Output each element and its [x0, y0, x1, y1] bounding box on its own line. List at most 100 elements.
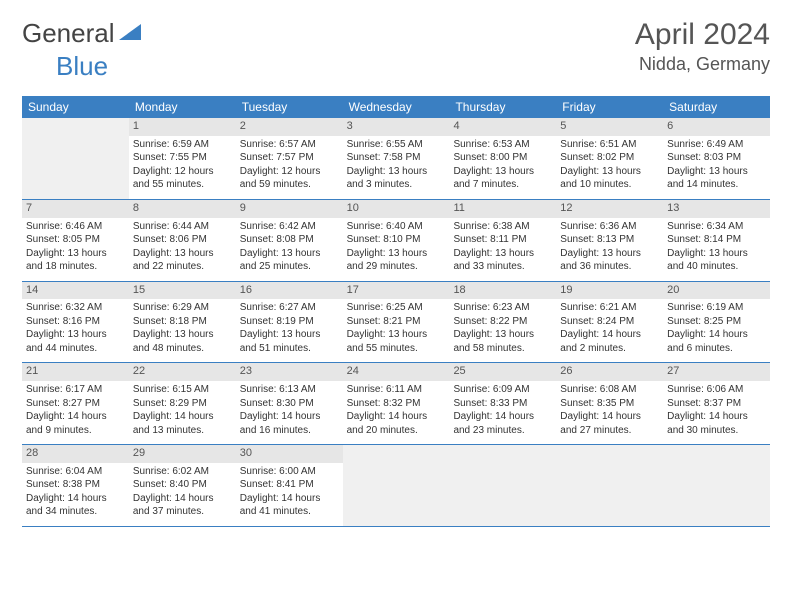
day-info-line: Sunrise: 6:19 AM [667, 302, 766, 315]
day-info-line: Sunrise: 6:17 AM [26, 384, 125, 397]
day-number: 27 [663, 363, 770, 381]
day-number: 28 [22, 445, 129, 463]
day-cell: 17Sunrise: 6:25 AMSunset: 8:21 PMDayligh… [343, 282, 450, 363]
day-info-line: Daylight: 13 hours [453, 329, 552, 342]
day-info-line: and 55 minutes. [133, 179, 232, 192]
day-info-line: Daylight: 13 hours [347, 166, 446, 179]
day-cell: 30Sunrise: 6:00 AMSunset: 8:41 PMDayligh… [236, 445, 343, 526]
day-info-line: and 48 minutes. [133, 343, 232, 356]
day-header: Monday [129, 96, 236, 118]
day-cell: 18Sunrise: 6:23 AMSunset: 8:22 PMDayligh… [449, 282, 556, 363]
triangle-icon [119, 22, 141, 45]
day-info-line: Sunset: 8:25 PM [667, 316, 766, 329]
day-cell: 6Sunrise: 6:49 AMSunset: 8:03 PMDaylight… [663, 118, 770, 199]
day-info-line: Daylight: 14 hours [560, 411, 659, 424]
day-info-line: and 7 minutes. [453, 179, 552, 192]
day-cell: 3Sunrise: 6:55 AMSunset: 7:58 PMDaylight… [343, 118, 450, 199]
day-info-line: Sunset: 8:13 PM [560, 234, 659, 247]
day-cell [343, 445, 450, 526]
day-info-line: Daylight: 14 hours [347, 411, 446, 424]
day-info-line: Daylight: 14 hours [133, 411, 232, 424]
day-header: Sunday [22, 96, 129, 118]
day-cell: 22Sunrise: 6:15 AMSunset: 8:29 PMDayligh… [129, 363, 236, 444]
day-cell: 14Sunrise: 6:32 AMSunset: 8:16 PMDayligh… [22, 282, 129, 363]
day-cell: 26Sunrise: 6:08 AMSunset: 8:35 PMDayligh… [556, 363, 663, 444]
day-info-line: Sunset: 8:03 PM [667, 152, 766, 165]
day-info-line: Daylight: 13 hours [667, 248, 766, 261]
day-cell: 15Sunrise: 6:29 AMSunset: 8:18 PMDayligh… [129, 282, 236, 363]
day-info-line: Sunrise: 6:51 AM [560, 139, 659, 152]
day-cell: 11Sunrise: 6:38 AMSunset: 8:11 PMDayligh… [449, 200, 556, 281]
day-info-line: Sunrise: 6:46 AM [26, 221, 125, 234]
day-info-line: Daylight: 14 hours [240, 493, 339, 506]
day-info-line: Sunset: 7:57 PM [240, 152, 339, 165]
day-info-line: and 37 minutes. [133, 506, 232, 519]
day-info-line: Sunrise: 6:27 AM [240, 302, 339, 315]
weeks-container: 1Sunrise: 6:59 AMSunset: 7:55 PMDaylight… [22, 118, 770, 527]
day-info-line: Daylight: 14 hours [26, 411, 125, 424]
location: Nidda, Germany [635, 54, 770, 75]
logo: General [22, 18, 143, 49]
day-info-line: Sunset: 8:35 PM [560, 398, 659, 411]
day-cell: 10Sunrise: 6:40 AMSunset: 8:10 PMDayligh… [343, 200, 450, 281]
day-info-line: Sunrise: 6:44 AM [133, 221, 232, 234]
day-info-line: and 51 minutes. [240, 343, 339, 356]
day-cell: 9Sunrise: 6:42 AMSunset: 8:08 PMDaylight… [236, 200, 343, 281]
day-info-line: Daylight: 13 hours [560, 166, 659, 179]
day-info-line: Sunrise: 6:15 AM [133, 384, 232, 397]
day-info-line: Sunrise: 6:53 AM [453, 139, 552, 152]
day-cell: 27Sunrise: 6:06 AMSunset: 8:37 PMDayligh… [663, 363, 770, 444]
day-info-line: Sunset: 8:06 PM [133, 234, 232, 247]
day-info-line: and 9 minutes. [26, 425, 125, 438]
day-info-line: Sunrise: 6:49 AM [667, 139, 766, 152]
day-info-line: Sunset: 8:32 PM [347, 398, 446, 411]
day-info-line: Daylight: 13 hours [240, 248, 339, 261]
day-info-line: Daylight: 13 hours [26, 248, 125, 261]
day-info-line: and 3 minutes. [347, 179, 446, 192]
day-number: 11 [449, 200, 556, 218]
day-info-line: and 44 minutes. [26, 343, 125, 356]
day-info-line: Daylight: 13 hours [26, 329, 125, 342]
day-cell: 8Sunrise: 6:44 AMSunset: 8:06 PMDaylight… [129, 200, 236, 281]
day-info-line: Sunrise: 6:25 AM [347, 302, 446, 315]
day-number: 2 [236, 118, 343, 136]
day-number: 13 [663, 200, 770, 218]
week-row: 14Sunrise: 6:32 AMSunset: 8:16 PMDayligh… [22, 282, 770, 364]
day-info-line: Sunset: 8:40 PM [133, 479, 232, 492]
day-info-line: and 58 minutes. [453, 343, 552, 356]
day-info-line: Sunset: 8:05 PM [26, 234, 125, 247]
day-info-line: Sunset: 8:41 PM [240, 479, 339, 492]
day-info-line: and 25 minutes. [240, 261, 339, 274]
day-number: 22 [129, 363, 236, 381]
day-cell: 29Sunrise: 6:02 AMSunset: 8:40 PMDayligh… [129, 445, 236, 526]
day-number: 5 [556, 118, 663, 136]
day-info-line: Sunset: 8:10 PM [347, 234, 446, 247]
day-cell: 2Sunrise: 6:57 AMSunset: 7:57 PMDaylight… [236, 118, 343, 199]
day-header: Thursday [449, 96, 556, 118]
day-info-line: and 27 minutes. [560, 425, 659, 438]
day-info-line: and 13 minutes. [133, 425, 232, 438]
day-info-line: and 14 minutes. [667, 179, 766, 192]
day-header: Tuesday [236, 96, 343, 118]
day-number: 16 [236, 282, 343, 300]
day-number: 3 [343, 118, 450, 136]
day-info-line: Daylight: 12 hours [133, 166, 232, 179]
day-info-line: Sunrise: 6:42 AM [240, 221, 339, 234]
day-info-line: Sunset: 7:55 PM [133, 152, 232, 165]
day-cell: 19Sunrise: 6:21 AMSunset: 8:24 PMDayligh… [556, 282, 663, 363]
day-header-row: SundayMondayTuesdayWednesdayThursdayFrid… [22, 96, 770, 118]
day-info-line: Sunset: 8:38 PM [26, 479, 125, 492]
week-row: 28Sunrise: 6:04 AMSunset: 8:38 PMDayligh… [22, 445, 770, 527]
day-cell [556, 445, 663, 526]
day-number: 18 [449, 282, 556, 300]
day-info-line: Daylight: 13 hours [133, 329, 232, 342]
day-info-line: and 6 minutes. [667, 343, 766, 356]
day-info-line: Sunset: 8:14 PM [667, 234, 766, 247]
day-cell: 1Sunrise: 6:59 AMSunset: 7:55 PMDaylight… [129, 118, 236, 199]
day-info-line: Sunset: 8:08 PM [240, 234, 339, 247]
day-info-line: Sunset: 8:33 PM [453, 398, 552, 411]
day-cell: 28Sunrise: 6:04 AMSunset: 8:38 PMDayligh… [22, 445, 129, 526]
day-info-line: Sunrise: 6:29 AM [133, 302, 232, 315]
day-cell: 24Sunrise: 6:11 AMSunset: 8:32 PMDayligh… [343, 363, 450, 444]
day-info-line: Sunset: 8:02 PM [560, 152, 659, 165]
